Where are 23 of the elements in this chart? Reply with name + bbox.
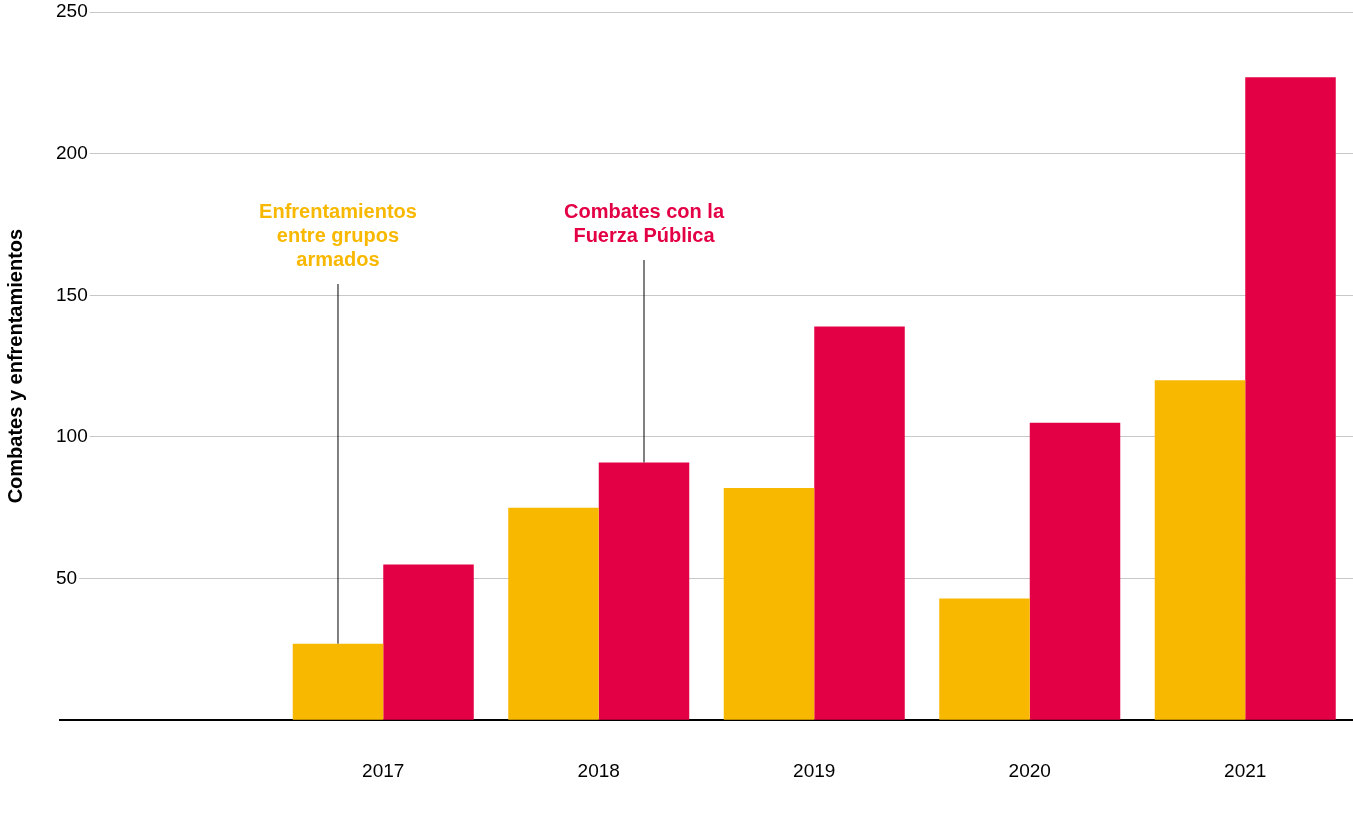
bar bbox=[1029, 422, 1121, 720]
x-tick-label: 2019 bbox=[793, 759, 836, 781]
bar bbox=[1154, 380, 1246, 720]
bar bbox=[814, 326, 905, 720]
bar bbox=[1245, 77, 1336, 720]
bar bbox=[383, 564, 474, 720]
x-tick-label: 2020 bbox=[1008, 759, 1051, 781]
text: Enfrentamientos entre grupos armados bbox=[259, 199, 417, 270]
text: Combates con la Fuerza Pública bbox=[563, 199, 725, 246]
x-tick-label: 2017 bbox=[362, 759, 405, 781]
bar bbox=[292, 643, 384, 720]
bar bbox=[598, 462, 690, 720]
y-tick-label: 50 bbox=[56, 566, 78, 588]
y-tick-label: 250 bbox=[56, 0, 88, 22]
y-tick-label: 100 bbox=[56, 425, 88, 447]
bar bbox=[723, 487, 815, 720]
x-tick-label: 2021 bbox=[1224, 759, 1267, 781]
bar bbox=[939, 598, 1030, 720]
y-axis-title: Combates y enfrentamientos bbox=[3, 228, 26, 504]
bar bbox=[508, 507, 599, 720]
y-tick-label: 150 bbox=[56, 283, 88, 305]
x-tick-label: 2018 bbox=[577, 759, 620, 781]
y-tick-label: 200 bbox=[56, 141, 88, 163]
